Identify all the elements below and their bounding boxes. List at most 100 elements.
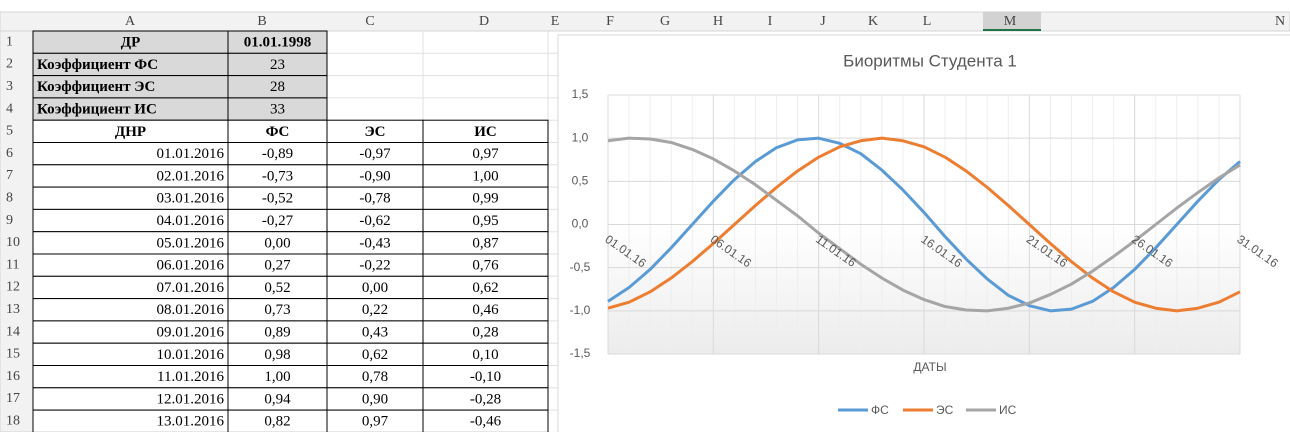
cell-text: 0,89	[264, 324, 290, 340]
row-number: 17	[6, 391, 20, 406]
cell-text: 05.01.2016	[157, 235, 225, 251]
cell-text: 0,78	[362, 369, 388, 385]
cell-text: Коэффициент ИС	[37, 101, 157, 117]
cell-text: 0,97	[362, 414, 389, 430]
cell-text: 0,62	[472, 280, 498, 296]
x-axis-title: ДАТЫ	[913, 360, 946, 374]
row-number: 9	[6, 213, 13, 228]
cell-text: 0,87	[472, 235, 499, 251]
cell-text: Коэффициент ЭС	[37, 79, 155, 95]
cell-text: 0,73	[264, 302, 290, 318]
column-header: L	[923, 14, 932, 29]
cell-text: 0,00	[264, 235, 290, 251]
cell-text: 09.01.2016	[157, 324, 225, 340]
cell-text: 0,62	[362, 347, 388, 363]
cell-text: -0,28	[470, 391, 501, 407]
cell-text: -0,89	[262, 146, 293, 162]
cell-text: 0,43	[362, 324, 388, 340]
column-header: F	[606, 14, 614, 29]
row-number: 5	[6, 124, 13, 139]
series-line	[607, 136, 1241, 313]
row-number: 14	[6, 324, 20, 339]
cell-text: 0,98	[264, 347, 290, 363]
row-number: 15	[6, 347, 20, 362]
cell-text: 0,22	[362, 302, 388, 318]
cell-text: 03.01.2016	[157, 191, 225, 207]
cell-text: -0,78	[359, 191, 390, 207]
cell-text: ЭС	[364, 124, 385, 140]
cell-text: 0,52	[264, 280, 290, 296]
column-header: E	[551, 14, 560, 29]
row-number: 18	[6, 413, 20, 428]
cell-text: 0,00	[362, 280, 388, 296]
legend-label: ЭС	[936, 403, 954, 417]
row-number: 12	[6, 280, 20, 295]
y-tick-label: 0,5	[572, 174, 589, 188]
cell-text: -0,90	[359, 168, 390, 184]
cell-text: -0,22	[359, 258, 390, 274]
cell-text: -0,62	[359, 213, 390, 229]
series-line	[607, 136, 1241, 313]
cell-text: -0,43	[359, 235, 390, 251]
cell-text: 0,76	[472, 258, 499, 274]
row-number: 1	[6, 34, 13, 49]
cell-text: -0,27	[262, 213, 294, 229]
column-header: C	[365, 14, 374, 29]
cell-text: 0,95	[472, 213, 498, 229]
row-number: 13	[6, 302, 20, 317]
row-number: 4	[6, 101, 13, 116]
legend-label: ИС	[999, 403, 1017, 417]
cell-text: -0,46	[470, 414, 502, 430]
cell-text: 01.01.2016	[157, 146, 225, 162]
cell-text: 08.01.2016	[157, 302, 225, 318]
y-tick-label: -1,0	[570, 303, 591, 317]
column-header: D	[479, 14, 489, 29]
column-header: B	[257, 14, 266, 29]
row-number: 8	[6, 190, 13, 205]
row-number: 6	[6, 146, 13, 161]
cell-text: 0,10	[472, 347, 498, 363]
cell-text: 0,97	[472, 146, 499, 162]
cell-text: -0,52	[262, 191, 293, 207]
row-header-bar	[0, 30, 34, 432]
column-header: A	[125, 14, 136, 29]
y-tick-label: 0,0	[572, 217, 589, 231]
cell-text: 28	[270, 79, 285, 95]
cell-text: -0,97	[359, 146, 391, 162]
cell	[422, 409, 549, 432]
column-header: M	[1004, 14, 1017, 29]
cell-text: ИС	[474, 124, 497, 140]
row-number: 11	[6, 257, 19, 272]
cell-text: -0,73	[262, 168, 293, 184]
cell-text: 10.01.2016	[157, 347, 225, 363]
cell-text: 13.01.2016	[157, 414, 225, 430]
cell-text: 11.01.2016	[157, 369, 224, 385]
cell-text: Коэффициент ФС	[37, 57, 158, 73]
y-tick-label: 1,0	[572, 130, 589, 144]
y-tick-label: -1,5	[570, 346, 591, 360]
chart-title: Биоритмы Студента 1	[843, 51, 1017, 70]
column-header: N	[1275, 14, 1285, 29]
cell-text: 0,94	[264, 391, 291, 407]
row-number: 2	[6, 57, 13, 72]
cell-text: 0,28	[472, 324, 498, 340]
cell-text: 0,82	[264, 414, 290, 430]
cell-text: 12.01.2016	[157, 391, 225, 407]
series-line	[607, 136, 1241, 313]
column-header-bar	[0, 11, 1290, 32]
cell-text: 04.01.2016	[157, 213, 225, 229]
cell-text: 07.01.2016	[157, 280, 225, 296]
column-header: J	[820, 14, 826, 29]
row-number: 16	[6, 369, 20, 384]
cell-text: 33	[270, 101, 285, 117]
row-number: 7	[6, 168, 13, 183]
cell-text: -0,10	[470, 369, 501, 385]
cell-text: 06.01.2016	[157, 258, 225, 274]
cell-text: 0,99	[472, 191, 498, 207]
column-header: G	[660, 14, 670, 29]
column-header: K	[868, 14, 878, 29]
selected-column	[983, 12, 1041, 31]
cell-text: ДР	[121, 35, 140, 51]
cell-text: 0,46	[472, 302, 499, 318]
column-header: I	[768, 14, 773, 29]
